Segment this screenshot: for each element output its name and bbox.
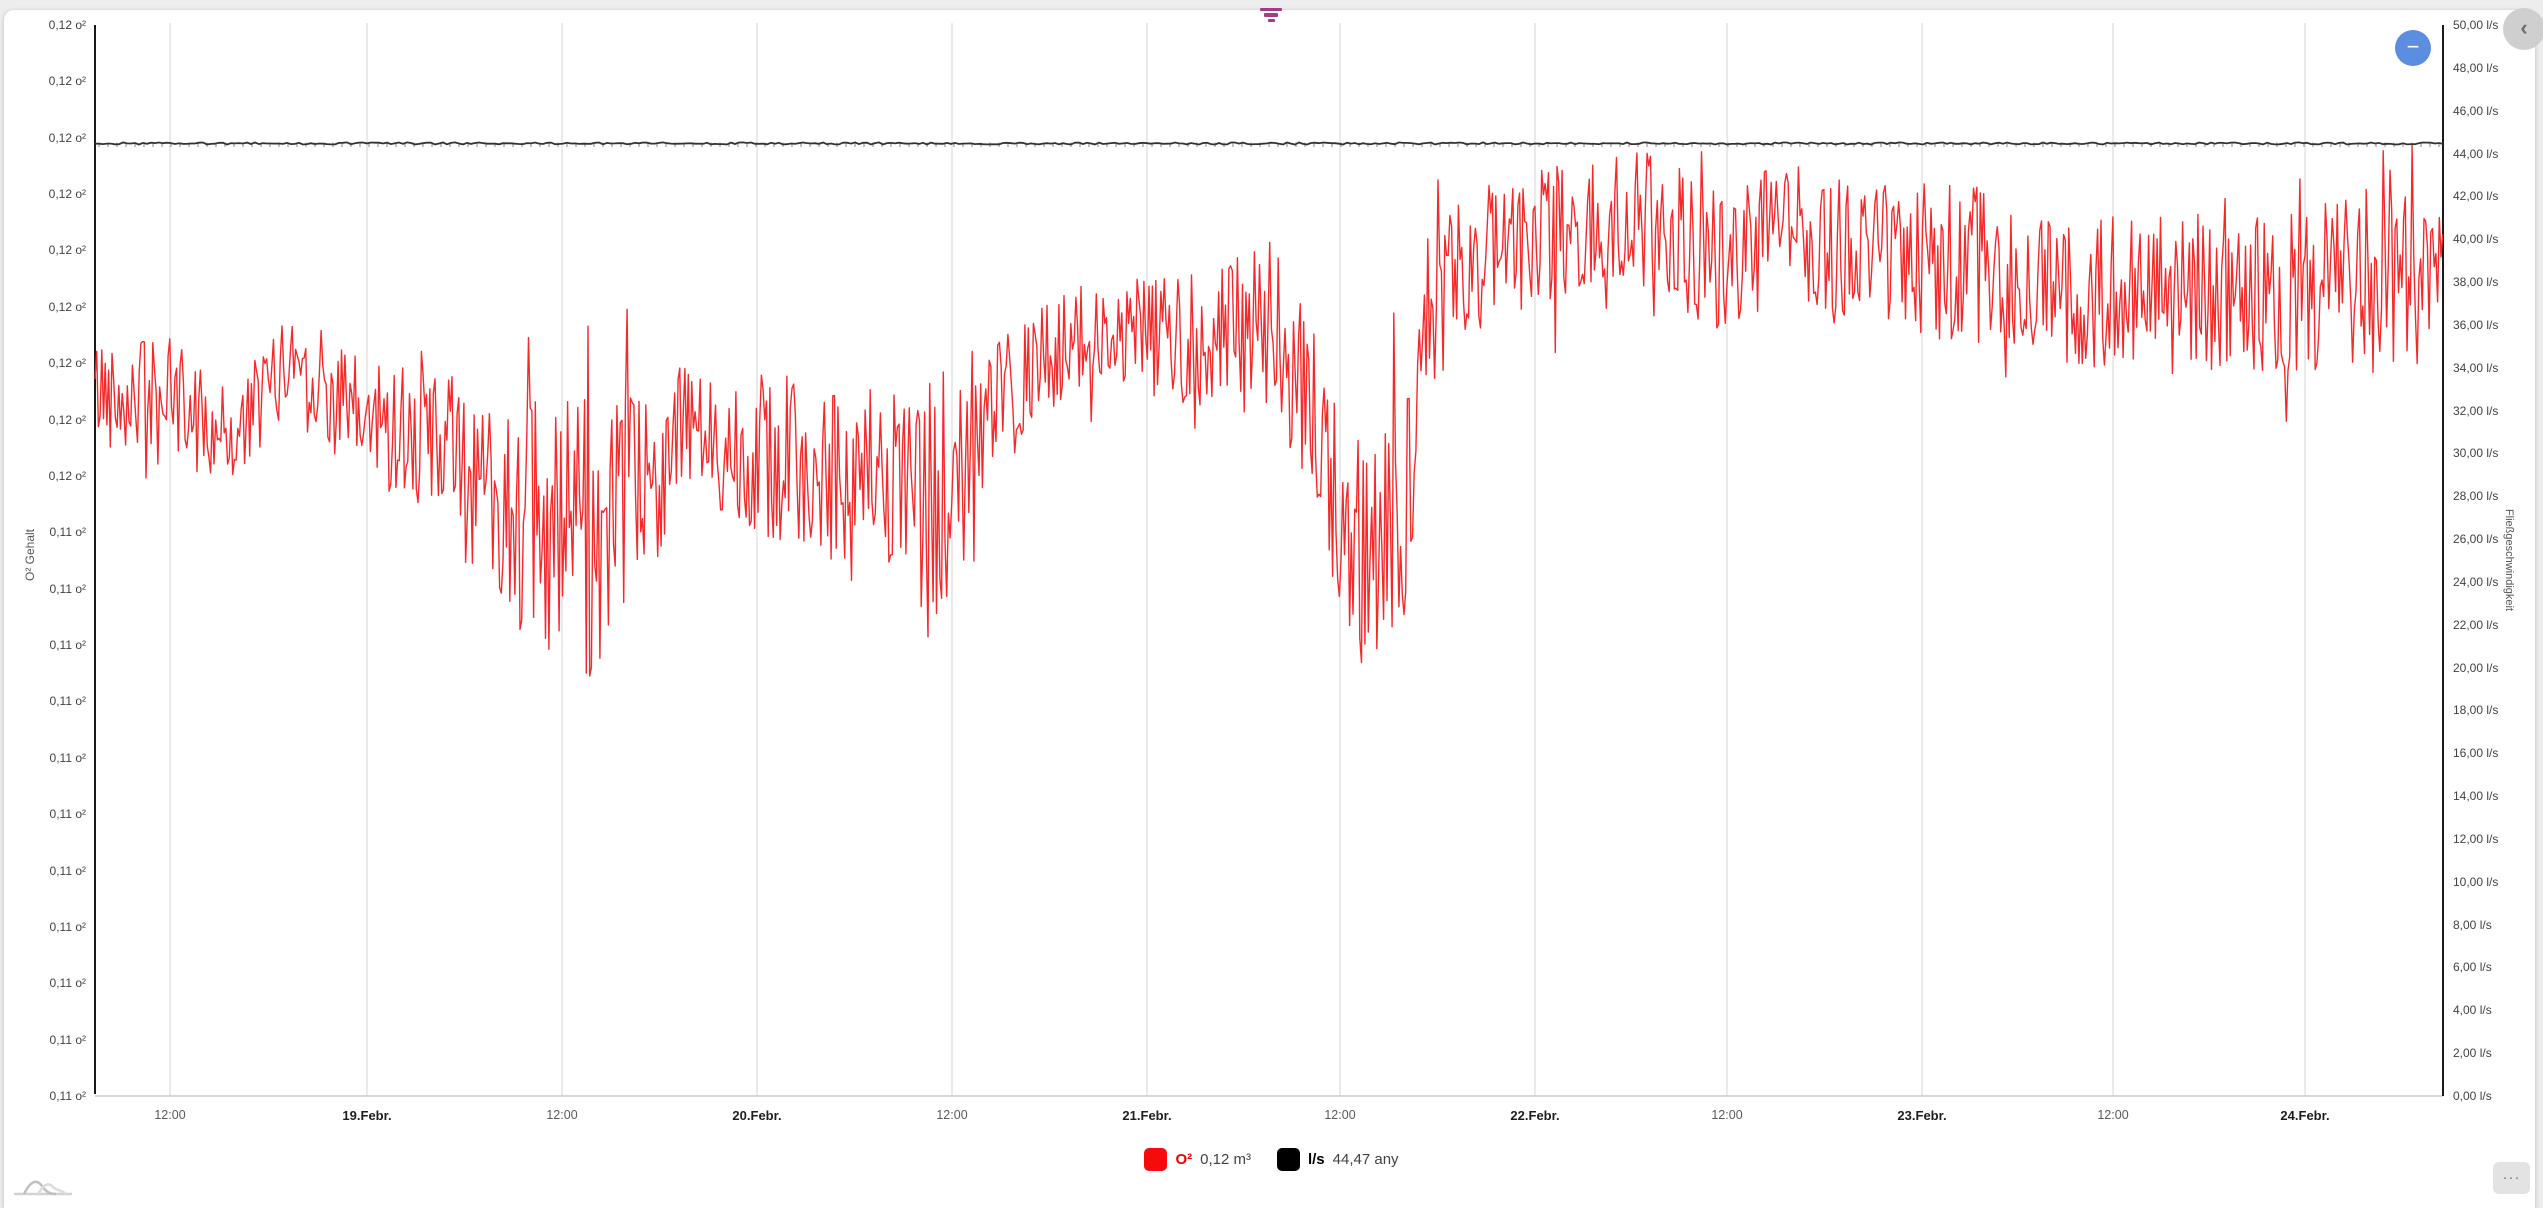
tick-label: 30,00 l/s [2453,446,2499,461]
tick-label: 10,00 l/s [2453,874,2499,889]
legend-item-flow[interactable]: l/s 44,47 any [1276,1148,1399,1171]
tick-label: 34,00 l/s [2453,360,2499,375]
tick-label: 0,11 o² [49,1089,86,1103]
o2-series-label: O² [1175,1151,1193,1168]
flow-series-label: l/s [1307,1151,1325,1168]
tick-label: 0,12 o² [48,18,86,32]
tick-label: 12:00 [546,1108,578,1122]
tick-label: 0,00 l/s [2453,1089,2492,1103]
tick-label: 4,00 l/s [2453,1003,2492,1018]
left-axis-title: O² Gehalt [23,528,37,582]
tick-label: 0,12 o² [48,243,86,258]
tick-label: 0,12 o² [48,299,86,314]
tick-label: 0,12 o² [48,412,86,427]
tick-label: 0,11 o² [49,694,86,709]
minus-icon: − [2406,34,2420,59]
tick-label: 0,11 o² [49,581,86,596]
tick-label: 44,00 l/s [2453,146,2499,161]
area-chart-icon[interactable] [12,1174,74,1198]
tick-label: 19.Febr. [342,1108,392,1123]
tick-label: 18,00 l/s [2453,703,2499,718]
zoom-out-button[interactable]: − [2395,30,2431,66]
tick-label: 48,00 l/s [2453,60,2499,75]
tick-label: 42,00 l/s [2453,189,2499,204]
tick-label: 16,00 l/s [2453,746,2499,761]
tick-label: 28,00 l/s [2453,489,2499,504]
tick-label: 0,11 o² [49,1032,86,1047]
tick-label: 24.Febr. [2280,1108,2330,1123]
tick-label: 46,00 l/s [2453,103,2499,118]
tick-label: 22,00 l/s [2453,617,2499,632]
tick-label: 14,00 l/s [2453,789,2499,804]
tick-label: 0,11 o² [49,976,86,991]
tick-label: 0,12 o² [48,356,86,371]
tick-label: 0,11 o² [49,807,86,822]
right-axis-title: Fließgeschwindigkeit [2503,508,2515,612]
tick-label: 40,00 l/s [2453,232,2499,247]
tick-label: 0,11 o² [49,919,86,934]
collapse-panel-button[interactable]: ‹ [2503,8,2543,50]
chart-legend: O² 0,12 m³ l/s 44,47 any [0,1148,2543,1171]
flow-series-swatch [1276,1148,1300,1171]
tick-label: 0,12 o² [48,74,86,89]
tick-label: 12:00 [154,1108,186,1122]
flow-series-value: 44,47 any [1332,1151,1399,1168]
tick-label: 8,00 l/s [2453,917,2492,932]
tick-label: 36,00 l/s [2453,317,2499,332]
tick-label: 0,11 o² [49,638,86,653]
chevron-left-icon: ‹ [2520,14,2528,40]
tick-label: 26,00 l/s [2453,532,2499,547]
tick-label: 0,12 o² [48,468,86,483]
tick-label: 23.Febr. [1897,1108,1947,1123]
more-options-button[interactable]: ··· [2493,1162,2530,1194]
tick-label: 12:00 [2097,1108,2129,1122]
tick-label: 20,00 l/s [2453,660,2499,675]
filter-icon[interactable] [1258,5,1284,27]
o2-series-swatch [1144,1148,1168,1171]
tick-label: 22.Febr. [1510,1108,1560,1123]
tick-label: 12:00 [1711,1108,1743,1122]
legend-item-o2[interactable]: O² 0,12 m³ [1144,1148,1251,1171]
tick-label: 24,00 l/s [2453,574,2499,589]
tick-label: 2,00 l/s [2453,1046,2492,1061]
tick-label: 0,12 o² [48,187,86,202]
tick-label: 12:00 [936,1108,968,1122]
tick-label: 0,11 o² [49,750,86,765]
tick-label: 0,11 o² [49,863,86,878]
tick-label: 32,00 l/s [2453,403,2499,418]
tick-label: 0,12 o² [48,130,86,145]
o2-series-value: 0,12 m³ [1200,1151,1251,1168]
tick-label: 6,00 l/s [2453,960,2492,975]
tick-label: 20.Febr. [732,1108,782,1123]
tick-label: 12,00 l/s [2453,831,2499,846]
tick-label: 50,00 l/s [2453,18,2499,32]
tick-label: 12:00 [1324,1108,1356,1122]
tick-label: 21.Febr. [1122,1108,1172,1123]
ellipsis-icon: ··· [2502,1169,2521,1186]
tick-label: 0,11 o² [49,525,86,540]
tick-label: 38,00 l/s [2453,275,2499,290]
